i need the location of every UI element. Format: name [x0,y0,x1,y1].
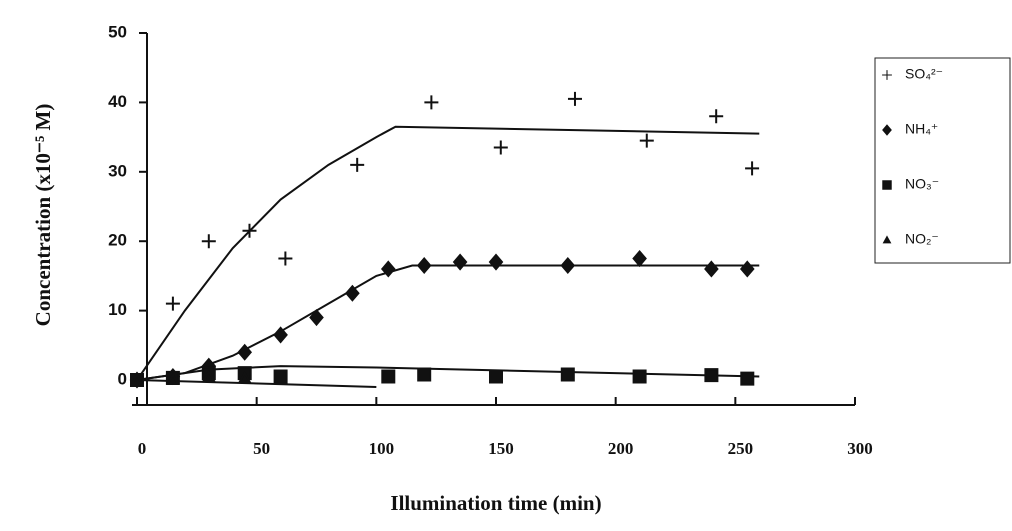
data-point [381,369,396,384]
data-point [704,260,719,278]
x-axis-title: Illumination time (min) [390,491,601,515]
data-point [740,371,755,386]
fit-line [136,365,760,382]
data-point [380,260,396,278]
data-point [309,309,324,327]
legend-label: NH₄⁺ [905,121,938,137]
data-point [416,256,432,275]
data-point [130,372,144,386]
data-point [237,343,253,361]
data-point [165,296,180,311]
y-tick-label: 10 [108,300,127,319]
legend-label: NO₃⁻ [905,176,939,192]
data-point [567,91,582,106]
x-tick-label: 300 [847,439,873,458]
data-point [345,284,360,302]
legend-marker [882,70,892,80]
data-point [560,367,575,382]
data-point [417,367,432,382]
y-tick-label: 0 [118,369,127,388]
legend-marker [882,235,892,244]
data-point [273,326,288,344]
legend-marker [882,124,892,136]
data-point [278,251,293,266]
data-point [201,234,216,249]
data-point [242,223,257,238]
data-point [632,369,647,384]
data-point [488,253,504,271]
data-point [273,369,288,384]
data-point [632,250,647,268]
fit-line [136,125,760,381]
data-point [424,95,439,110]
data-point [560,256,576,275]
x-tick-label: 50 [253,439,270,458]
data-point [452,253,468,271]
data-point [202,369,216,382]
fit-line [136,264,760,382]
data-point [639,133,654,148]
legend-marker [882,180,892,190]
data-point [709,109,724,124]
data-point [704,368,719,383]
x-tick-label: 150 [488,439,514,458]
data-point [739,260,755,278]
y-tick-label: 40 [108,92,127,111]
x-tick-label: 200 [608,439,634,458]
x-tick-label: 100 [369,439,395,458]
data-point [350,157,365,172]
x-tick-label: 250 [728,439,754,458]
data-point [238,370,252,383]
data-point [493,140,508,155]
y-tick-label: 50 [108,22,127,41]
x-tick-label: 0 [138,439,147,458]
legend-label: NO₂⁻ [905,231,939,247]
legend-label: SO₄²⁻ [905,66,943,82]
data-point [166,372,180,386]
data-point [489,369,503,384]
y-tick-label: 20 [108,231,127,250]
y-tick-label: 30 [108,161,127,180]
y-axis-title: Concentration (x10⁻⁵ M) [31,104,55,327]
data-point [745,161,760,176]
legend-box [874,57,1011,264]
